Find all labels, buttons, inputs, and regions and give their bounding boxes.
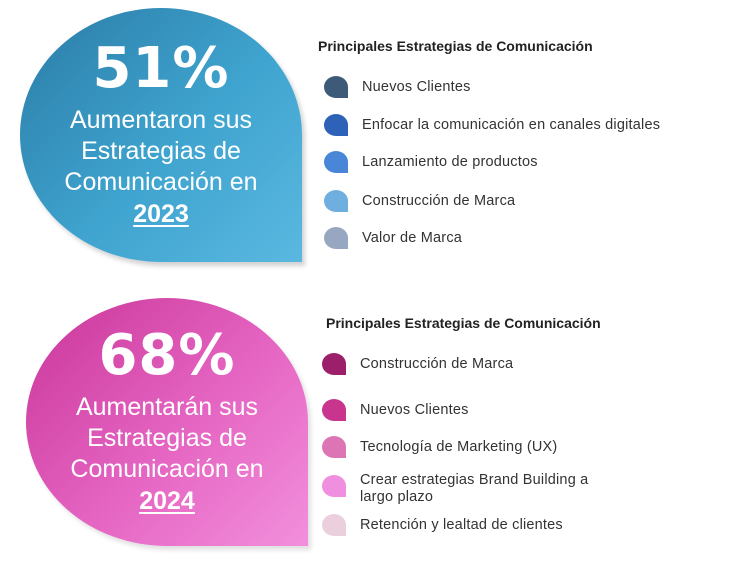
legend-2024-label: Crear estrategias Brand Building a largo… xyxy=(360,472,588,506)
legend-2023-label: Valor de Marca xyxy=(362,229,463,246)
legend-2024-swatch-icon xyxy=(322,399,346,421)
legend-2023-label: Nuevos Clientes xyxy=(362,78,471,95)
legend-2023-item: Construcción de Marca xyxy=(324,190,515,212)
stat-2023-percent: 51% xyxy=(92,36,230,101)
legend-2023-item: Nuevos Clientes xyxy=(324,76,471,98)
legend-2024-item: Nuevos Clientes xyxy=(322,399,469,421)
legend-2024-label: Nuevos Clientes xyxy=(360,401,469,418)
stat-2023-line2: Estrategias de xyxy=(81,137,241,165)
stat-2024-year: 2024 xyxy=(139,487,195,515)
legend-2024-title: Principales Estrategias de Comunicación xyxy=(326,315,601,331)
stat-2023-card: 51% Aumentaron sus Estrategias de Comuni… xyxy=(20,8,302,262)
legend-2024-item: Crear estrategias Brand Building a largo… xyxy=(322,472,588,506)
legend-2024-swatch-icon xyxy=(322,475,346,497)
legend-2024-label: Tecnología de Marketing (UX) xyxy=(360,438,558,455)
legend-2024-label: Construcción de Marca xyxy=(360,355,514,372)
stat-2023-line3: Comunicación en xyxy=(64,168,258,196)
legend-2023-label: Lanzamiento de productos xyxy=(362,153,538,170)
legend-2024-swatch-icon xyxy=(322,436,346,458)
legend-2023-swatch-icon xyxy=(324,190,348,212)
legend-2023-label: Enfocar la comunicación en canales digit… xyxy=(362,116,661,133)
legend-2023-item: Lanzamiento de productos xyxy=(324,151,538,173)
legend-2024-swatch-icon xyxy=(322,353,346,375)
stat-2024-line3: Comunicación en xyxy=(70,455,264,483)
legend-2024-label: Retención y lealtad de clientes xyxy=(360,516,563,533)
stat-2023-line1: Aumentaron sus xyxy=(69,106,253,134)
legend-2024-label-line1: Crear estrategias Brand Building a xyxy=(360,472,589,488)
legend-2023-swatch-icon xyxy=(324,227,348,249)
legend-2023-swatch-icon xyxy=(324,114,348,136)
legend-2024-item: Tecnología de Marketing (UX) xyxy=(322,436,557,458)
legend-2024-swatch-icon xyxy=(322,514,346,536)
legend-2023-title: Principales Estrategias de Comunicación xyxy=(318,38,593,54)
legend-2023-swatch-icon xyxy=(324,76,348,98)
legend-2023-label: Construcción de Marca xyxy=(362,192,516,209)
legend-2023-item: Enfocar la comunicación en canales digit… xyxy=(324,114,660,136)
legend-2023-swatch-icon xyxy=(324,151,348,173)
legend-2024-item: Retención y lealtad de clientes xyxy=(322,514,563,536)
stat-2024-line1: Aumentarán sus xyxy=(75,393,259,421)
stat-2024-percent: 68% xyxy=(98,323,236,388)
stat-2023-year: 2023 xyxy=(133,200,189,228)
stat-2024-card: 68% Aumentarán sus Estrategias de Comuni… xyxy=(26,298,308,546)
legend-2023-item: Valor de Marca xyxy=(324,227,462,249)
stat-2024-line2: Estrategias de xyxy=(87,424,247,452)
legend-2024-label-line2: largo plazo xyxy=(360,489,434,505)
legend-2024-item: Construcción de Marca xyxy=(322,353,513,375)
